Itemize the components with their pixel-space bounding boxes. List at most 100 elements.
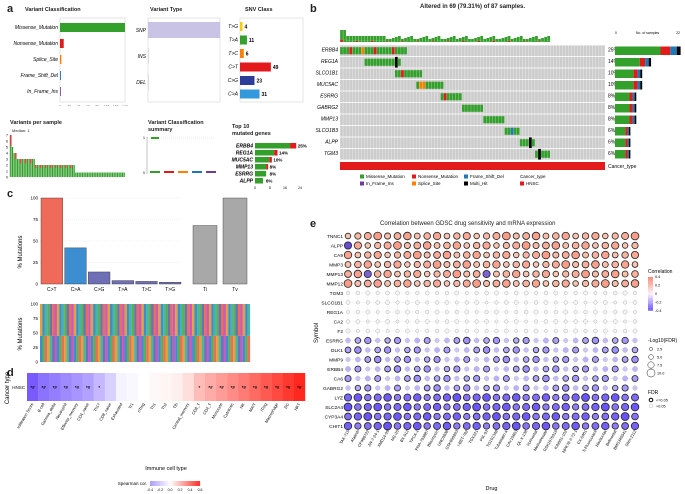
titv-tick: 25 <box>33 260 39 265</box>
onco-cell <box>452 137 456 149</box>
vps-bar-missense <box>48 168 50 177</box>
onco-cell <box>407 56 410 68</box>
drug-bubble <box>533 385 539 391</box>
drug-bubble <box>523 347 529 353</box>
drug-name: Afatinib <box>349 428 360 443</box>
titv-sample-seg <box>61 304 65 336</box>
drug-bubble <box>473 346 480 354</box>
vc-bar <box>60 55 62 64</box>
onco-cell <box>471 68 474 80</box>
drug-bubble <box>375 291 380 295</box>
onco-cell <box>538 102 541 114</box>
drug-bubble <box>523 309 529 315</box>
onco-cell <box>480 45 484 57</box>
titv-sample-seg <box>245 304 248 336</box>
onco-mutation <box>382 58 386 66</box>
immune-star: *# <box>286 385 291 390</box>
vps-bar-missense <box>21 163 24 177</box>
titv-sample-seg <box>180 304 183 336</box>
onco-cell <box>492 68 496 80</box>
onco-cell <box>428 114 432 126</box>
vps-bar-missense <box>46 168 49 177</box>
immune-star: *# <box>219 385 224 390</box>
snv-label: T>G <box>228 24 238 30</box>
onco-cell <box>461 114 465 126</box>
onco-freq-bar-other <box>637 81 641 90</box>
vps-tick: 4 <box>6 152 8 156</box>
onco-topbar-other <box>547 40 551 42</box>
snv-bar <box>240 49 244 58</box>
onco-topbar <box>416 39 420 42</box>
onco-topbar <box>437 36 441 41</box>
drug-bubble <box>611 337 619 344</box>
onco-cell <box>364 91 368 103</box>
drug-bubble <box>513 356 519 363</box>
titv-sample-seg <box>206 304 210 336</box>
drug-symbol: SLCO1B1 <box>321 300 343 306</box>
onco-freq-bar-multi <box>629 127 631 136</box>
titv-sample-seg <box>122 335 125 362</box>
onco-cell <box>413 125 416 137</box>
drug-bubble <box>452 269 462 279</box>
onco-cell <box>449 125 453 137</box>
onco-cell <box>410 91 413 103</box>
drug-bubble <box>463 412 471 421</box>
drug-bubble <box>542 403 550 411</box>
drug-bubble <box>553 300 558 305</box>
onco-pct: 8% <box>608 105 616 111</box>
onco-cell <box>571 125 575 137</box>
onco-cell <box>437 56 441 68</box>
drug-symbol: ESRRG <box>326 338 343 344</box>
onco-cell <box>465 68 468 80</box>
onco-topbar <box>513 38 517 42</box>
onco-cell <box>388 79 392 91</box>
onco-topbar-other <box>516 41 520 42</box>
drug-bubble <box>424 375 430 382</box>
vps-bar-missense <box>93 172 95 177</box>
onco-cell <box>501 45 505 57</box>
drug-bubble <box>444 328 450 334</box>
onco-cell <box>425 114 429 126</box>
onco-cell <box>461 125 465 137</box>
immune-star: *# <box>297 385 302 390</box>
drug-bubble <box>443 374 451 383</box>
onco-cell <box>495 148 499 160</box>
drug-bubble <box>354 365 362 373</box>
drug-bubble <box>463 375 470 382</box>
onco-cell <box>346 56 349 68</box>
drug-bubble <box>621 393 629 402</box>
titv-sample-seg <box>49 304 53 336</box>
onco-topbar <box>355 36 359 41</box>
immune-cell <box>115 373 128 401</box>
onco-cell <box>583 114 587 126</box>
vps-bar-other <box>73 165 75 168</box>
drug-bubble <box>354 337 362 344</box>
vcs-box <box>164 171 174 173</box>
drug-bubble <box>434 338 440 343</box>
drug-bubble <box>512 393 521 402</box>
onco-cell <box>471 114 474 126</box>
titv-sample-seg <box>189 335 193 362</box>
drug-symbol: DLK1 <box>331 348 343 354</box>
onco-topbar-other <box>413 41 416 42</box>
vps-bar-other <box>21 159 24 164</box>
drug-bubble <box>363 270 372 279</box>
onco-cell <box>556 91 560 103</box>
onco-cell <box>589 137 593 149</box>
onco-cell <box>501 125 505 137</box>
onco-cell <box>434 102 438 114</box>
onco-cell <box>592 45 596 57</box>
drug-bubble <box>563 366 569 372</box>
onco-cell <box>425 68 429 80</box>
onco-topbar-other <box>437 40 441 42</box>
drug-bubble <box>424 347 430 353</box>
drug-bubble <box>482 346 491 354</box>
top10-bar-missense <box>255 157 270 163</box>
onco-cell <box>562 68 566 80</box>
drug-bubble <box>404 375 411 382</box>
onco-cell <box>538 91 541 103</box>
onco-topbar <box>346 36 349 41</box>
onco-mutation <box>471 104 474 112</box>
drug-bubble <box>522 365 530 373</box>
onco-cell <box>602 79 605 91</box>
